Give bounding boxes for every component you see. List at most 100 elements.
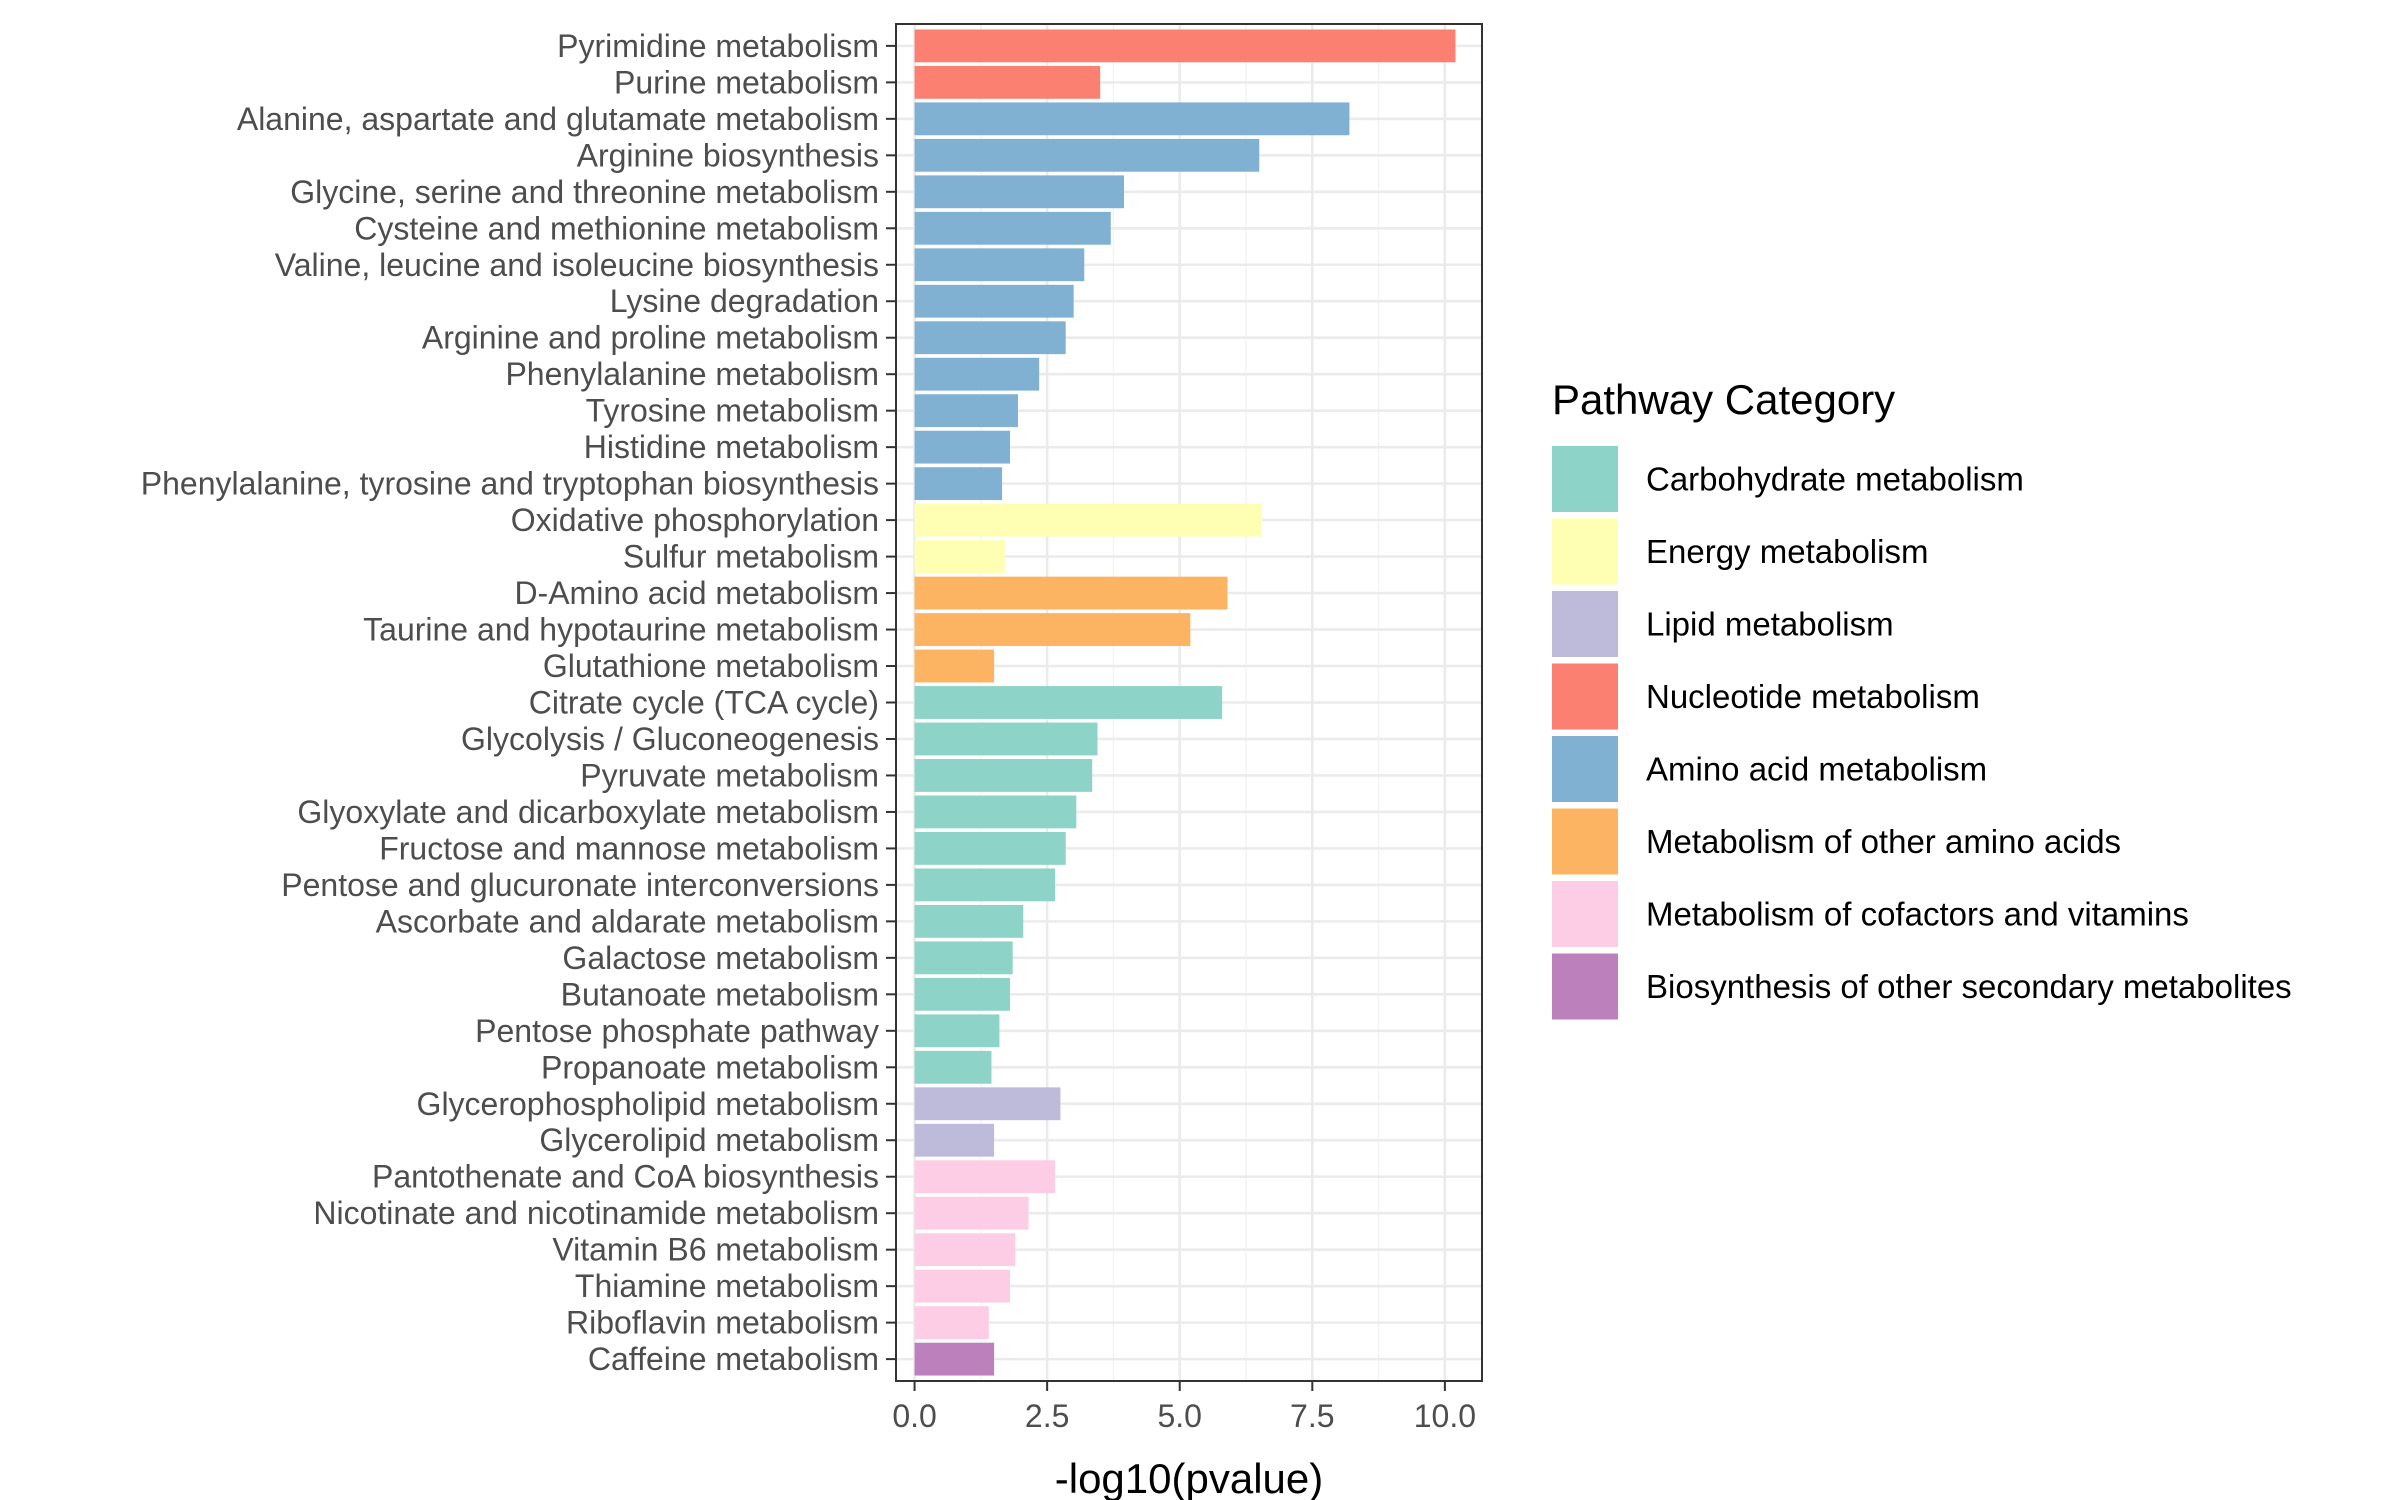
legend-label: Biosynthesis of other secondary metaboli… [1646,968,2292,1005]
y-tick-label: Ascorbate and aldarate metabolism [376,903,879,939]
legend-key [1552,953,1618,1020]
y-tick-label: Glycerolipid metabolism [539,1122,879,1158]
y-tick-label: Caffeine metabolism [588,1341,879,1377]
bar [914,1233,1016,1267]
y-tick-label: Sulfur metabolism [623,539,879,575]
legend-label: Metabolism of other amino acids [1646,823,2121,860]
bar [914,284,1074,318]
y-tick-label: Vitamin B6 metabolism [552,1232,879,1268]
x-tick-label: 10.0 [1414,1398,1476,1434]
y-tick-label: Pyruvate metabolism [580,757,879,793]
y-tick-label: Citrate cycle (TCA cycle) [529,685,879,721]
bar [914,1306,989,1340]
x-tick-label: 7.5 [1290,1398,1334,1434]
bar [914,1123,995,1157]
bar [914,868,1056,902]
bar [914,686,1223,719]
y-tick-label: Phenylalanine metabolism [505,356,879,392]
bar [914,430,1011,464]
y-tick-label: Glycerophospholipid metabolism [417,1086,879,1122]
y-tick-label: Tyrosine metabolism [586,393,879,429]
bar [914,576,1228,610]
bar [914,1196,1029,1230]
y-tick-label: Glutathione metabolism [543,648,879,684]
y-tick-label: Galactose metabolism [562,940,879,976]
legend-key [1552,591,1618,657]
y-tick-label: Purine metabolism [614,64,879,100]
bar [914,941,1013,975]
y-tick-label: Fructose and mannose metabolism [379,830,879,866]
legend-label: Amino acid metabolism [1646,751,1987,788]
y-tick-label: Arginine biosynthesis [577,137,879,173]
y-tick-label: Propanoate metabolism [541,1049,879,1085]
bar [914,977,1011,1011]
bar [914,138,1260,172]
bar [914,540,1005,574]
bar [914,1087,1061,1121]
bar [914,175,1125,209]
y-tick-label: Cysteine and methionine metabolism [354,210,879,246]
y-tick-label: Lysine degradation [610,283,879,319]
legend-key [1552,736,1618,802]
legend-key [1552,881,1618,947]
bar [914,211,1111,245]
bar [914,1014,1000,1048]
legend-label: Lipid metabolism [1646,606,1894,643]
legend-label: Carbohydrate metabolism [1646,461,2024,498]
bar [914,759,1093,792]
bar [914,1342,995,1376]
x-axis: 0.0 2.5 5.0 7.5 10.0 [892,1381,1476,1434]
bar [914,1269,1011,1303]
y-tick-label: Riboflavin metabolism [566,1305,879,1341]
x-tick-label: 2.5 [1025,1398,1069,1434]
legend-label: Nucleotide metabolism [1646,678,1980,715]
y-tick-label: Pentose phosphate pathway [475,1013,879,1049]
y-tick-label: Glycolysis / Gluconeogenesis [461,721,879,757]
y-tick-label: Glycine, serine and threonine metabolism [290,174,879,210]
y-tick-label: Valine, leucine and isoleucine biosynthe… [275,247,879,283]
y-tick-label: Alanine, aspartate and glutamate metabol… [237,101,879,137]
bar [914,649,995,683]
bar [914,29,1456,63]
bar [914,613,1191,646]
x-axis-title: -log10(pvalue) [1055,1455,1324,1500]
y-tick-label: Oxidative phosphorylation [511,502,879,538]
bar [914,65,1101,99]
legend-title: Pathway Category [1552,376,1895,423]
legend-key [1552,663,1618,730]
bar [914,1050,992,1084]
bar [914,321,1066,355]
y-tick-label: Pentose and glucuronate interconversions [281,867,879,903]
y-tick-label: D-Amino acid metabolism [514,575,879,611]
legend-key [1552,446,1618,512]
legend: Pathway Category Carbohydrate metabolism… [1552,376,2292,1020]
legend-label: Metabolism of cofactors and vitamins [1646,896,2189,933]
legend-label: Energy metabolism [1646,533,1928,570]
y-tick-label: Butanoate metabolism [561,976,879,1012]
y-tick-label: Histidine metabolism [584,429,879,465]
y-tick-label: Thiamine metabolism [575,1268,879,1304]
y-tick-label: Phenylalanine, tyrosine and tryptophan b… [141,466,879,502]
y-tick-label: Taurine and hypotaurine metabolism [363,612,879,648]
bar [914,503,1262,537]
bar [914,467,1003,501]
y-tick-label: Glyoxylate and dicarboxylate metabolism [297,794,879,830]
bar [914,904,1024,938]
x-tick-label: 0.0 [892,1398,936,1434]
bar [914,248,1085,282]
bar [914,722,1098,756]
bar [914,1160,1056,1194]
bar [914,357,1040,391]
bar [914,795,1077,829]
bar [914,102,1350,136]
bar [914,831,1066,865]
y-tick-label: Pyrimidine metabolism [557,28,879,64]
y-tick-label: Nicotinate and nicotinamide metabolism [313,1195,879,1231]
legend-key [1552,808,1618,875]
bar [914,394,1018,428]
bars [914,29,1456,1376]
legend-key [1552,518,1618,585]
y-tick-label: Pantothenate and CoA biosynthesis [372,1159,879,1195]
